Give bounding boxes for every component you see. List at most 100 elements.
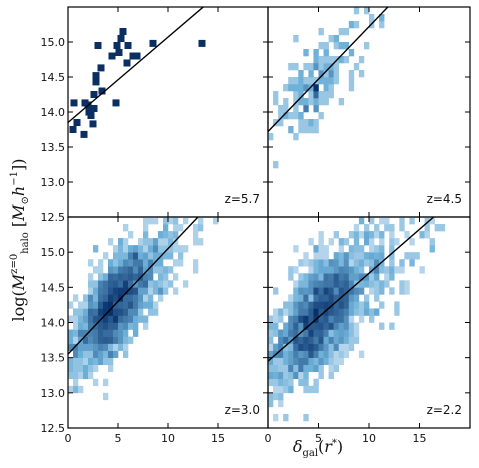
heatmap-cell [303, 329, 309, 337]
x-tick-label: 10 [362, 432, 376, 445]
heatmap-cell [293, 133, 299, 141]
heatmap-cell [193, 238, 199, 246]
heatmap-cell [323, 252, 329, 260]
panel-content [68, 217, 219, 401]
heatmap-cell [353, 322, 360, 330]
heatmap-cell [153, 238, 159, 246]
heatmap-cell [293, 329, 299, 337]
heatmap-cell [308, 308, 314, 316]
heatmap-cell [369, 14, 375, 22]
heatmap-cell [313, 56, 319, 64]
heatmap-cell [73, 322, 79, 330]
heatmap-cell [93, 378, 99, 387]
heatmap-cell [113, 343, 119, 351]
heatmap-cell [288, 385, 294, 394]
heatmap-cell [318, 98, 324, 106]
heatmap-cell [153, 217, 159, 225]
heatmap-cell [318, 91, 324, 99]
y-tick-label: 14.5 [41, 281, 66, 294]
heatmap-cell [78, 315, 84, 323]
heatmap-cell [348, 308, 355, 316]
panels: z=5.7 z=4.5 z=3.0 z=2.2 [67, 6, 471, 429]
x-tick-label: 15 [413, 432, 427, 445]
heatmap-cell [333, 308, 339, 316]
heatmap-cell [338, 259, 345, 267]
heatmap-cell [288, 273, 294, 281]
data-point [70, 99, 78, 107]
heatmap-cell [328, 329, 334, 337]
heatmap-cell [123, 266, 129, 274]
heatmap-cell [268, 378, 274, 387]
heatmap-cell [273, 322, 279, 330]
data-point [98, 87, 106, 95]
heatmap-cell [404, 252, 410, 260]
heatmap-cell [273, 329, 279, 337]
heatmap-cell [93, 294, 99, 302]
heatmap-cell [173, 224, 179, 232]
heatmap-cell [68, 364, 74, 373]
heatmap-cell [93, 287, 99, 295]
heatmap-cell [353, 336, 360, 344]
heatmap-cell [399, 224, 405, 232]
heatmap-cell [318, 245, 324, 253]
heatmap-cell [273, 357, 279, 365]
heatmap-cell [323, 259, 329, 267]
heatmap-cell [153, 301, 159, 309]
fit-line [68, 7, 205, 124]
heatmap-cell [103, 378, 109, 387]
heatmap-cell [133, 252, 139, 260]
heatmap-cell [348, 315, 355, 323]
heatmap-cell [348, 343, 355, 351]
heatmap-cell [98, 308, 104, 316]
heatmap-cell [298, 378, 304, 387]
heatmap-cell [198, 238, 204, 246]
heatmap-cell [318, 112, 324, 120]
heatmap-cell [98, 301, 104, 309]
y-tick-label: 13.5 [41, 352, 66, 365]
heatmap-cell [338, 245, 345, 253]
heatmap-cell [308, 266, 314, 274]
heatmap-cell [303, 84, 309, 92]
data-point [115, 49, 123, 56]
heatmap-cell [173, 259, 179, 267]
heatmap-cell [83, 343, 89, 351]
heatmap-cell [298, 287, 304, 295]
heatmap-cell [268, 357, 274, 365]
heatmap-cell [298, 84, 304, 92]
heatmap-cell [283, 357, 289, 365]
heatmap-cell [68, 315, 74, 323]
heatmap-cell [78, 350, 84, 358]
heatmap-cell [328, 77, 334, 85]
panel-z=2.2: z=2.2 [267, 216, 471, 429]
heatmap-cell [173, 217, 179, 225]
heatmap-cell [303, 280, 309, 288]
heatmap-cell [73, 378, 79, 387]
heatmap-cell [313, 91, 319, 99]
heatmap-cell [318, 259, 324, 267]
heatmap-cell [389, 231, 395, 239]
heatmap-cell [138, 315, 144, 323]
heatmap-cell [178, 252, 184, 260]
heatmap-cell [298, 308, 304, 316]
heatmap-cell [163, 287, 169, 295]
heatmap-cell [113, 259, 119, 267]
heatmap-cell [173, 238, 179, 246]
heatmap-cell [118, 308, 124, 316]
heatmap-cell [379, 280, 385, 288]
heatmap-cell [173, 273, 179, 281]
heatmap-cell [338, 56, 345, 64]
heatmap-cell [303, 364, 309, 373]
heatmap-cell [394, 308, 400, 316]
heatmap-cell [113, 308, 119, 316]
heatmap-cell [323, 245, 329, 253]
heatmap-cell [328, 308, 334, 316]
heatmap-cell [409, 252, 415, 260]
heatmap-cell [363, 224, 370, 232]
heatmap-cell [328, 336, 334, 344]
heatmap-cell [343, 273, 350, 281]
heatmap-cell [338, 280, 345, 288]
heatmap-cell [313, 294, 319, 302]
heatmap-cell [308, 350, 314, 358]
data-point [92, 72, 100, 80]
heatmap-cell [298, 280, 304, 288]
